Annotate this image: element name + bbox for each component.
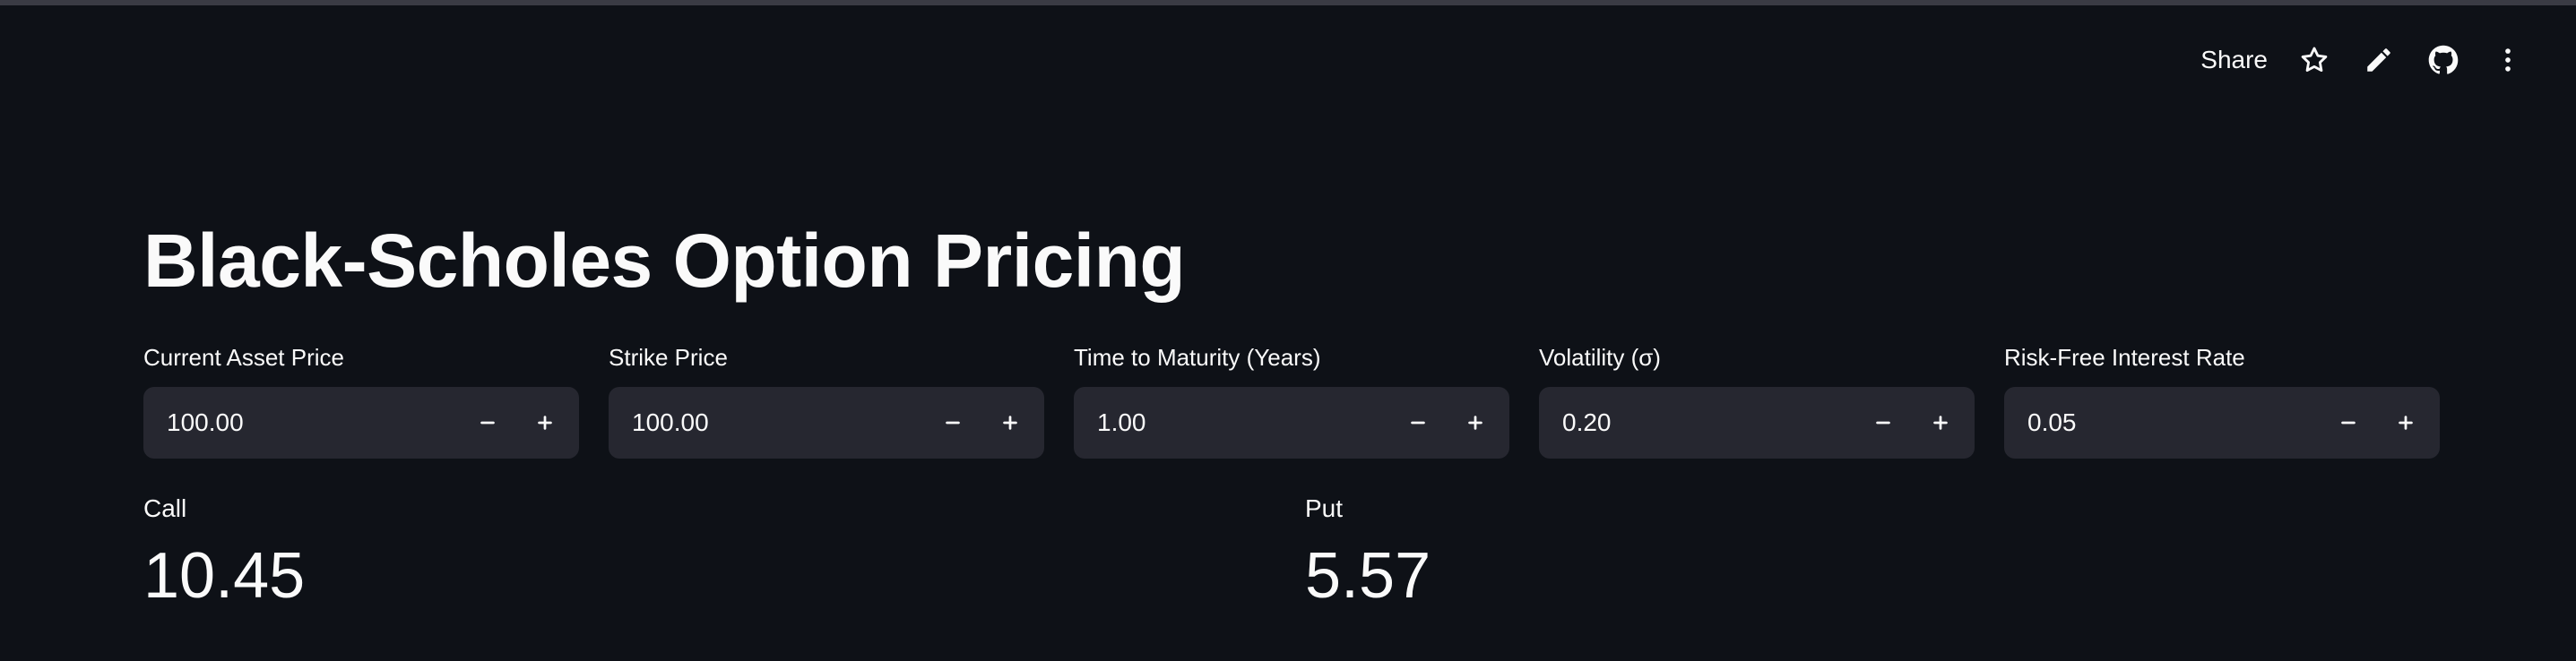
- current-asset-price-input[interactable]: 100.00: [167, 408, 244, 436]
- field-label: Time to Maturity (Years): [1074, 344, 1321, 371]
- plus-icon: [538, 416, 552, 430]
- increment-button[interactable]: [1912, 387, 1969, 459]
- plus-icon: [1468, 416, 1482, 430]
- more-vertical-icon: [2505, 48, 2511, 72]
- put-label: Put: [1305, 494, 1344, 522]
- volatility-input[interactable]: 0.20: [1562, 408, 1612, 436]
- field-label: Strike Price: [609, 344, 728, 371]
- put-metric: Put 5.57: [1305, 491, 1431, 616]
- github-button[interactable]: [2411, 36, 2476, 84]
- decrement-button[interactable]: [2320, 387, 2377, 459]
- star-icon: [2301, 47, 2328, 73]
- share-button[interactable]: Share: [2200, 46, 2268, 73]
- plus-icon: [2399, 416, 2413, 430]
- decrement-button[interactable]: [459, 387, 516, 459]
- put-value: 5.57: [1305, 540, 1431, 612]
- minus-icon: [2341, 421, 2356, 425]
- strike-price-field: Strike Price 100.00: [609, 340, 1044, 459]
- increment-button[interactable]: [516, 387, 574, 459]
- number-input-box: 100.00: [609, 387, 1044, 459]
- decrement-button[interactable]: [1389, 387, 1447, 459]
- increment-button[interactable]: [2377, 387, 2434, 459]
- increment-button[interactable]: [1447, 387, 1504, 459]
- risk-free-rate-field: Risk-Free Interest Rate 0.05: [2004, 340, 2440, 459]
- field-label: Risk-Free Interest Rate: [2004, 344, 2245, 371]
- plus-icon: [1003, 416, 1017, 430]
- plus-icon: [1933, 416, 1948, 430]
- minus-icon: [1876, 421, 1890, 425]
- number-input-box: 0.20: [1539, 387, 1975, 459]
- number-input-box: 100.00: [143, 387, 579, 459]
- app-toolbar: Share: [2186, 36, 2540, 84]
- field-label: Current Asset Price: [143, 344, 344, 371]
- field-label: Volatility (σ): [1539, 344, 1661, 371]
- edit-button[interactable]: [2347, 36, 2411, 84]
- number-input-box: 0.05: [2004, 387, 2440, 459]
- favorite-button[interactable]: [2282, 36, 2347, 84]
- page-title: Black-Scholes Option Pricing: [143, 219, 1186, 303]
- volatility-field: Volatility (σ) 0.20: [1539, 340, 1975, 459]
- time-to-maturity-input[interactable]: 1.00: [1097, 408, 1146, 436]
- call-value: 10.45: [143, 540, 306, 612]
- main-menu-button[interactable]: [2476, 36, 2540, 84]
- call-label: Call: [143, 494, 187, 522]
- parameter-inputs: Current Asset Price 100.00 Strike Price …: [143, 340, 2440, 459]
- github-icon: [2428, 45, 2459, 74]
- increment-button[interactable]: [981, 387, 1039, 459]
- minus-icon: [1411, 421, 1425, 425]
- decrement-button[interactable]: [924, 387, 981, 459]
- minus-icon: [946, 421, 960, 425]
- call-metric: Call 10.45: [143, 491, 305, 616]
- top-decoration-bar: [0, 0, 2576, 5]
- risk-free-rate-input[interactable]: 0.05: [2027, 408, 2077, 436]
- time-to-maturity-field: Time to Maturity (Years) 1.00: [1074, 340, 1509, 459]
- number-input-box: 1.00: [1074, 387, 1509, 459]
- decrement-button[interactable]: [1854, 387, 1912, 459]
- strike-price-input[interactable]: 100.00: [632, 408, 709, 436]
- minus-icon: [480, 421, 495, 425]
- pencil-icon: [2367, 48, 2390, 72]
- current-asset-price-field: Current Asset Price 100.00: [143, 340, 579, 459]
